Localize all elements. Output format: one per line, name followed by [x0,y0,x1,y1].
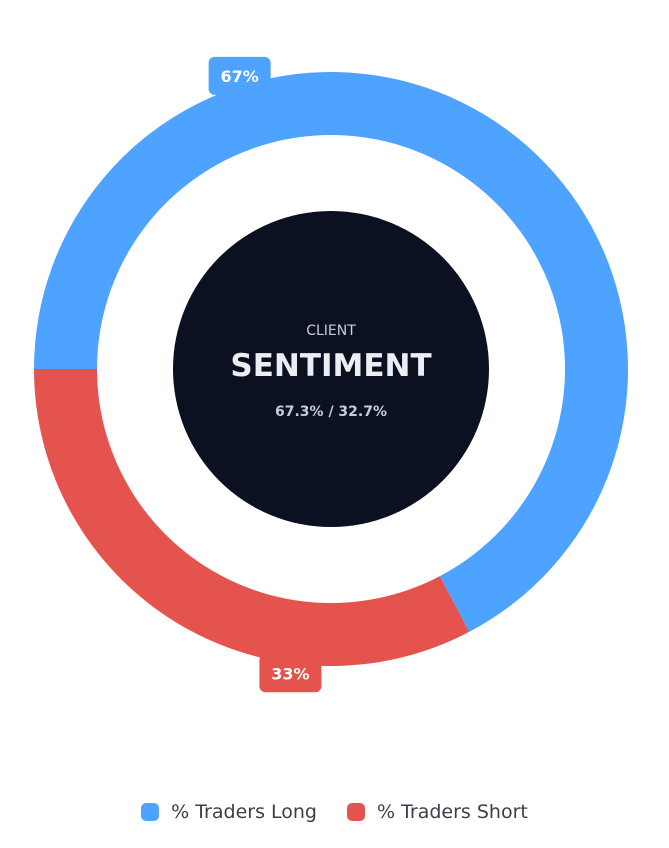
center-disc: CLIENT SENTIMENT 67.3% / 32.7% [173,211,489,527]
data-label-short: 33% [259,654,322,693]
legend-item-short[interactable]: % Traders Short [346,801,528,823]
data-labels-layer: 67% 33% [208,56,322,693]
data-label-short-badge [259,654,322,693]
slices-layer [34,71,628,666]
center-circle [173,211,489,527]
data-label-long: 67% [208,56,271,95]
center-subtitle: CLIENT [306,323,356,339]
center-title: SENTIMENT [230,348,431,384]
data-label-long-badge [208,56,271,95]
center-ratio: 67.3% / 32.7% [275,404,387,420]
legend-swatch-long [141,803,160,821]
legend-swatch-short [346,803,365,821]
data-label-long-text: 67% [220,67,258,86]
slice-traders-short[interactable] [34,369,470,666]
legend-label-long: % Traders Long [171,801,317,823]
legend-item-long[interactable]: % Traders Long [141,801,317,823]
data-label-short-text: 33% [271,664,309,683]
legend-label-short: % Traders Short [376,801,528,823]
chart-legend: % Traders Long % Traders Short [0,798,669,826]
